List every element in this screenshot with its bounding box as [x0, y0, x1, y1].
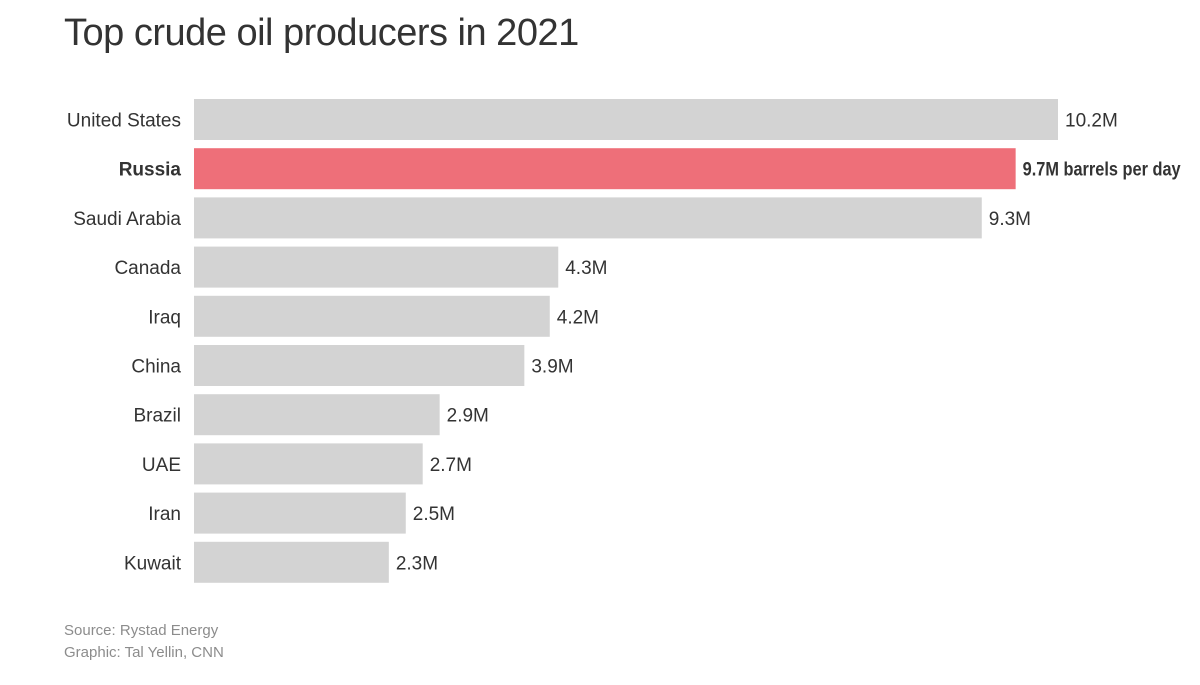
bar-iran — [194, 492, 406, 534]
category-label-united-states: United States — [67, 111, 181, 132]
category-label-china: China — [131, 357, 181, 378]
category-label-iraq: Iraq — [148, 307, 181, 328]
bar-united-states — [194, 99, 1058, 140]
value-label-brazil: 2.9M — [447, 406, 489, 427]
value-label-kuwait: 2.3M — [396, 553, 438, 574]
bar-russia — [194, 148, 1016, 190]
bar-chart: United States 10.2M Russia 9.7M barrels per… — [67, 99, 1181, 583]
category-label-kuwait: Kuwait — [124, 553, 182, 574]
category-label-uae: UAE — [142, 455, 181, 476]
category-label-brazil: Brazil — [133, 406, 181, 427]
chart-title: Top crude oil producers in 2021 — [64, 12, 579, 54]
value-label-iraq: 4.2M — [557, 307, 599, 328]
value-label-russia: 9.7M barrels per day — [1023, 160, 1181, 181]
bar-china — [194, 345, 525, 386]
chart-footer: Source: Rystad Energy Graphic: Tal Yelli… — [64, 620, 224, 664]
value-label-united-states: 10.2M — [1065, 111, 1118, 132]
value-label-canada: 4.3M — [565, 258, 607, 279]
value-label-iran: 2.5M — [413, 504, 455, 525]
bar-canada — [194, 246, 559, 288]
bar-kuwait — [194, 541, 389, 583]
bar-uae — [194, 443, 423, 485]
source-note: Source: Rystad Energy — [64, 622, 219, 639]
bar-saudi-arabia — [194, 197, 982, 239]
value-label-uae: 2.7M — [430, 455, 472, 476]
bar-iraq — [194, 295, 550, 337]
category-label-iran: Iran — [148, 504, 181, 525]
credit-note: Graphic: Tal Yellin, CNN — [64, 644, 224, 661]
value-label-saudi-arabia: 9.3M — [989, 209, 1031, 230]
category-label-russia: Russia — [119, 160, 182, 181]
category-label-saudi-arabia: Saudi Arabia — [73, 209, 181, 230]
category-label-canada: Canada — [114, 258, 181, 279]
bar-brazil — [194, 394, 440, 436]
value-label-china: 3.9M — [531, 357, 573, 378]
